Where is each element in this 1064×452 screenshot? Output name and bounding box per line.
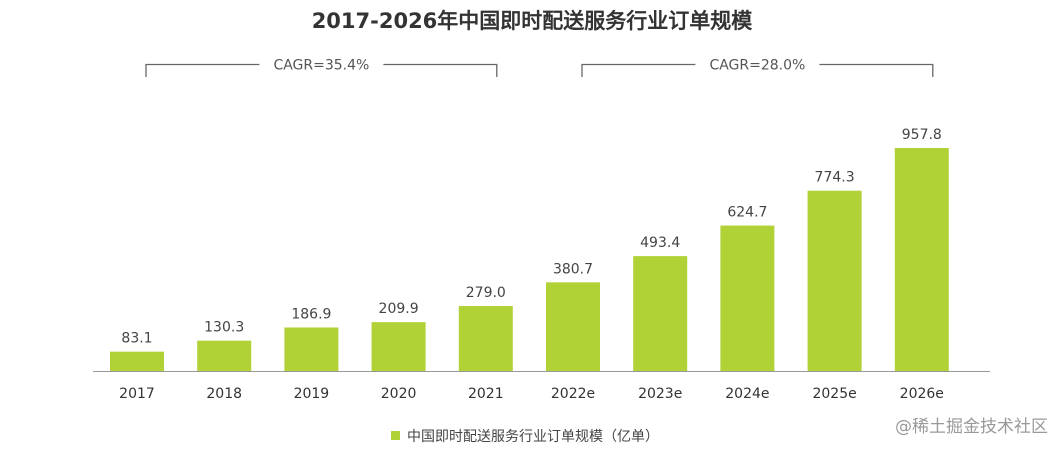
bar-2018 [197, 340, 252, 371]
x-tick-2021: 2021 [468, 386, 504, 402]
data-label-2025e: 774.3 [815, 170, 855, 186]
data-label-2019: 186.9 [291, 306, 331, 322]
data-label-2018: 130.3 [204, 320, 244, 336]
cagr-label: CAGR=28.0% [709, 58, 805, 74]
legend-label: 中国即时配送服务行业订单规模（亿单） [407, 429, 659, 445]
bar-2021 [458, 306, 513, 371]
cagr-bracket-1: CAGR=35.4% [145, 58, 498, 77]
chart-title: 2017-2026年中国即时配送服务行业订单规模 [312, 9, 754, 33]
data-label-2020: 209.9 [379, 301, 419, 317]
x-tick-2024e: 2024e [725, 386, 769, 402]
x-tick-2025e: 2025e [812, 386, 856, 402]
bar-2025e [807, 190, 862, 371]
x-tick-2017: 2017 [119, 386, 155, 402]
x-tick-2022e: 2022e [551, 386, 595, 402]
bar-2022e [546, 282, 600, 371]
bar-2017 [110, 351, 164, 371]
cagr-label: CAGR=35.4% [273, 58, 369, 74]
x-tick-2018: 2018 [206, 386, 242, 402]
bar-2020 [371, 322, 426, 371]
data-label-2026e: 957.8 [902, 127, 942, 143]
x-tick-2020: 2020 [381, 386, 417, 402]
data-label-2021: 279.0 [466, 285, 506, 301]
data-label-2017: 83.1 [121, 331, 152, 347]
data-label-2022e: 380.7 [553, 261, 593, 277]
watermark: @稀土掘金技术社区 [895, 417, 1048, 437]
data-label-2023e: 493.4 [640, 235, 680, 251]
legend-swatch [391, 431, 400, 440]
data-label-2024e: 624.7 [727, 205, 767, 221]
x-tick-2026e: 2026e [900, 386, 944, 402]
cagr-bracket-2: CAGR=28.0% [581, 58, 934, 77]
bar-2024e [720, 225, 775, 371]
bar-2023e [633, 256, 688, 371]
x-tick-2023e: 2023e [638, 386, 682, 402]
x-tick-2019: 2019 [294, 386, 330, 402]
bar-2019 [284, 327, 339, 371]
bar-2026e [894, 148, 949, 371]
